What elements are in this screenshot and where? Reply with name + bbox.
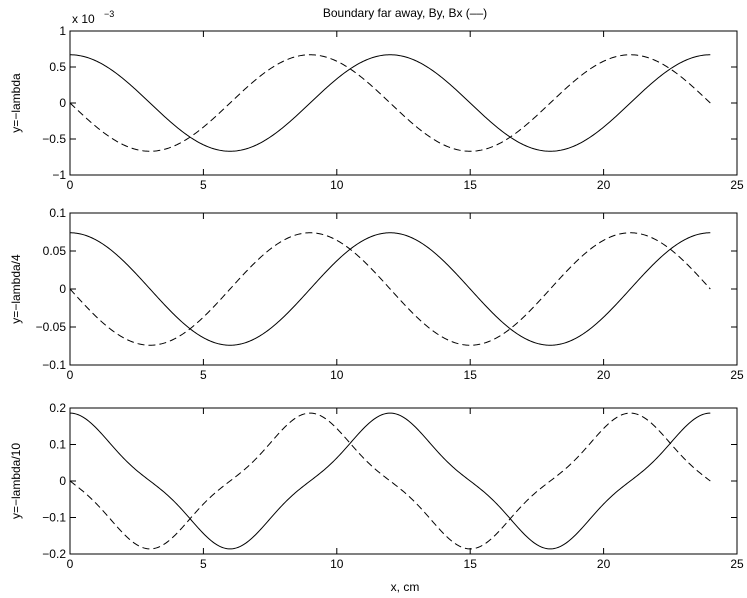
x-tick-label: 15	[464, 368, 478, 382]
y-tick-label: 0.5	[49, 60, 66, 74]
x-tick-label: 5	[200, 557, 207, 571]
y-exponent-power: −3	[104, 9, 114, 19]
y-tick-label: −0.05	[36, 320, 67, 334]
y-tick-label: −0.1	[42, 358, 66, 372]
series-Bx-line	[69, 412, 711, 550]
series-Bx-line	[69, 232, 711, 346]
x-axis-label: x, cm	[391, 580, 420, 594]
y-axis-label: y=−lambda/10	[9, 443, 23, 519]
x-tick-label: 25	[730, 368, 744, 382]
x-tick-label: 10	[330, 557, 344, 571]
x-tick-label: 0	[67, 178, 74, 192]
axes-box	[69, 212, 738, 366]
x-tick-label: 25	[730, 178, 744, 192]
x-tick-label: 0	[67, 557, 74, 571]
y-tick-label: 0.1	[49, 438, 66, 452]
x-tick-label: 25	[730, 557, 744, 571]
y-tick-label: −1	[52, 168, 66, 182]
x-tick-label: 15	[464, 178, 478, 192]
subplot-2: 0 5 10 15 20 25 −0.1 −0.05 0 0.05 0.1 y=−lambda/4	[9, 206, 744, 382]
y-tick-label: 1	[59, 24, 66, 38]
y-axis-label: y=−lambda/4	[9, 254, 23, 324]
y-tick-label: 0	[59, 96, 66, 110]
series-By-line	[69, 232, 711, 346]
y-tick-label: 0.2	[49, 401, 66, 415]
x-tick-label: 5	[200, 368, 207, 382]
axes-box	[69, 30, 738, 176]
x-tick-label: 20	[597, 368, 611, 382]
subplot-1: 0 5 10 15 20 25 −1 −0.5 0 0.5 1 y=−lambda x 10 −3	[9, 9, 744, 192]
y-tick-label: −0.2	[42, 547, 66, 561]
series-Bx-line	[69, 54, 711, 152]
x-tick-label: 10	[330, 368, 344, 382]
y-tick-label: −0.1	[42, 511, 66, 525]
figure-title: Boundary far away, By, Bx (––)	[323, 6, 487, 20]
y-tick-label: 0.05	[43, 244, 67, 258]
y-tick-label: 0.1	[49, 206, 66, 220]
x-tick-label: 10	[330, 178, 344, 192]
subplot-3: 0 5 10 15 20 25 −0.2 −0.1 0 0.1 0.2 y=−lambda/10	[9, 401, 744, 571]
x-tick-label: 15	[464, 557, 478, 571]
x-tick-label: 0	[67, 368, 74, 382]
y-tick-label: −0.5	[42, 132, 66, 146]
y-tick-label: 0	[59, 282, 66, 296]
y-axis-label: y=−lambda	[9, 73, 23, 133]
series-By-line	[69, 54, 711, 152]
x-tick-label: 20	[597, 557, 611, 571]
x-tick-label: 20	[597, 178, 611, 192]
y-tick-label: 0	[59, 474, 66, 488]
series-By-line	[69, 412, 711, 550]
axes-box	[69, 407, 738, 555]
subplots: 0 5 10 15 20 25 −1 −0.5 0 0.5 1 y=−lambda x 10 −3 0 5 10…	[9, 9, 744, 571]
y-exponent-label: x 10	[72, 12, 95, 26]
x-tick-label: 5	[200, 178, 207, 192]
